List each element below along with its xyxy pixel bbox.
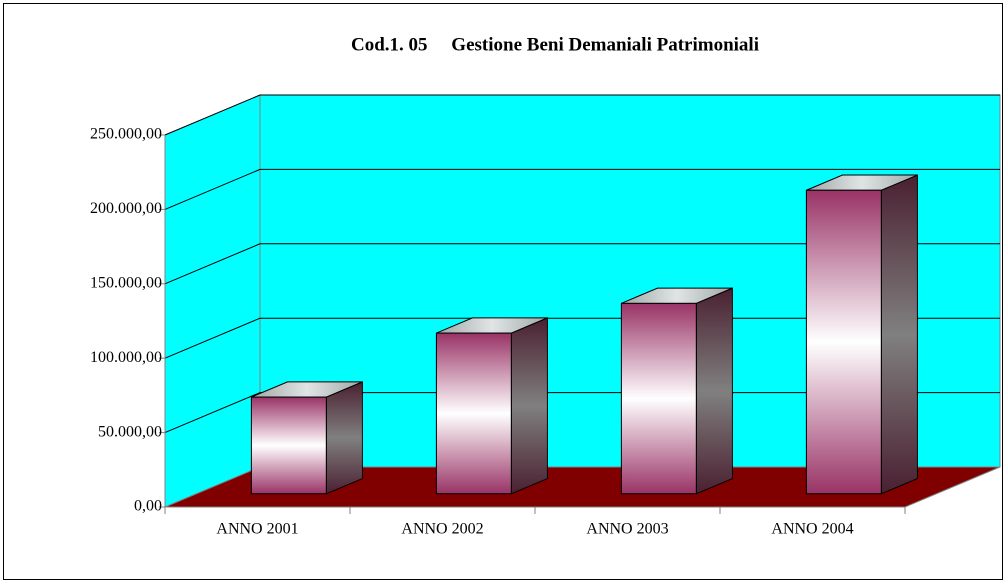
x-tick-label: ANNO 2001 (216, 521, 298, 538)
x-tick-label: ANNO 2002 (401, 521, 483, 538)
y-tick-label: 100.000,00 (90, 349, 162, 366)
grid-line (164, 317, 1000, 359)
bar (250, 396, 327, 495)
y-tick-label: 0,00 (134, 498, 162, 515)
grid-line (164, 392, 1000, 434)
y-tick-label: 200.000,00 (90, 200, 162, 217)
bar-side (510, 317, 548, 495)
y-tick-label: 50.000,00 (98, 423, 162, 440)
bar-side (325, 381, 363, 495)
grid-line (164, 243, 1000, 285)
bar-side (695, 287, 733, 495)
bar (805, 189, 882, 495)
x-tick-label: ANNO 2003 (586, 521, 668, 538)
bar-side (880, 174, 918, 495)
grid-line (164, 168, 1000, 210)
y-tick-label: 150.000,00 (90, 274, 162, 291)
x-tick-label: ANNO 2004 (771, 521, 853, 538)
bar (435, 332, 512, 495)
side-wall (164, 94, 261, 508)
y-tick-label: 250.000,00 (90, 126, 162, 143)
bar (620, 302, 697, 495)
grid-line (164, 94, 1000, 136)
chart-title: Cod.1. 05 Gestione Beni Demaniali Patrim… (351, 34, 759, 55)
